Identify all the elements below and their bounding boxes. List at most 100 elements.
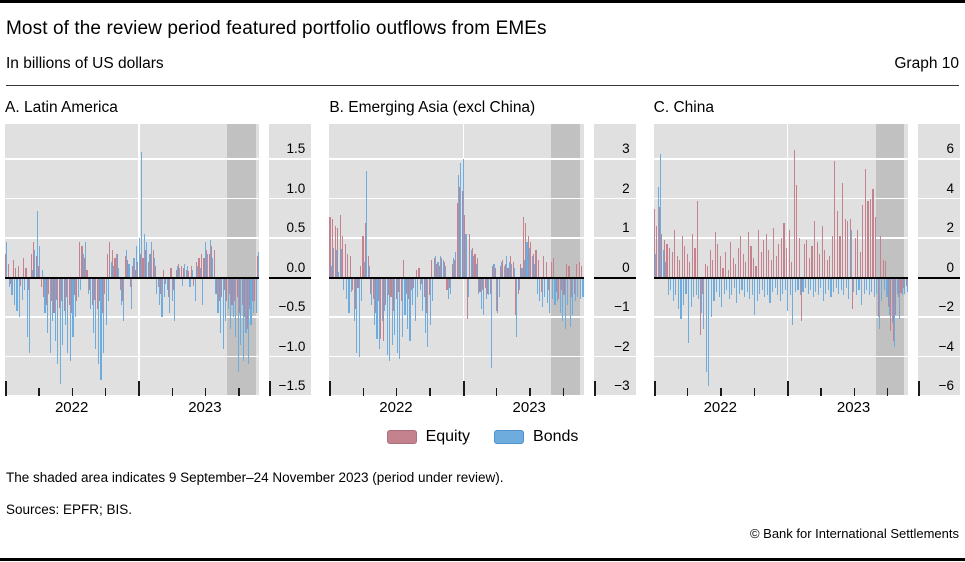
bar-equity (750, 246, 752, 278)
y-tick-label: 1 (622, 220, 630, 236)
bar-bonds (214, 277, 216, 294)
bar-equity (758, 230, 760, 278)
bar-bonds (838, 277, 840, 294)
bar-equity (548, 277, 550, 290)
bar-bonds (700, 277, 702, 314)
bar-bonds (564, 277, 566, 329)
bar-bonds (253, 277, 255, 314)
bar-equity (709, 250, 711, 278)
bar-equity (522, 216, 524, 278)
x-axis-major-tick (653, 381, 656, 396)
bar-bonds (886, 277, 888, 298)
x-year-label: 2023 (512, 399, 546, 416)
x-axis-minor-tick (562, 388, 565, 396)
graph-number-label: Graph 10 (894, 55, 959, 72)
bar-equity (707, 265, 709, 278)
bar-bonds (518, 277, 520, 290)
bar-equity (684, 246, 686, 278)
legend-label: Equity (425, 428, 471, 445)
bar-bonds (87, 277, 89, 294)
bar-bonds (896, 277, 898, 294)
bar-equity (530, 242, 532, 278)
bar-equity (806, 240, 808, 278)
x-axis-minor-tick (204, 388, 207, 396)
bar-bonds (440, 256, 442, 278)
bar-bonds (483, 277, 485, 316)
bar-equity (63, 277, 65, 311)
bar-bonds (361, 277, 363, 302)
bar-bonds (876, 277, 878, 294)
x-year-label: 2023 (188, 399, 222, 416)
bar-bonds (855, 277, 857, 296)
zero-line (593, 276, 636, 279)
bar-bonds (521, 267, 523, 278)
bar-bonds (100, 277, 102, 381)
bar-equity (512, 261, 514, 278)
legend: Equity Bonds (0, 427, 965, 447)
bar-equity (839, 236, 841, 278)
shaded-area-footnote: The shaded area indicates 9 September–24… (6, 470, 504, 485)
bar-bonds (434, 256, 437, 278)
bar-equity (844, 218, 846, 278)
bar-bonds (868, 277, 870, 296)
bar-bonds (480, 277, 482, 310)
bar-bonds (503, 265, 505, 278)
bar-equity (568, 265, 570, 278)
bar-bonds (891, 277, 893, 324)
bar-bonds (812, 277, 814, 298)
bar-equity (124, 255, 126, 278)
bar-equity (484, 277, 486, 288)
bar-bonds (733, 277, 735, 288)
bar-bonds (516, 277, 518, 337)
y-tick-label: 2 (622, 180, 630, 196)
bar-bonds (899, 277, 901, 320)
bar-bonds (710, 277, 713, 318)
bar-equity (127, 260, 129, 278)
bar-equity (905, 277, 907, 286)
bar-equity (819, 254, 821, 278)
bar-bonds (860, 277, 863, 306)
x-axis-minor-tick (395, 388, 398, 396)
x-axis-labels: 2022 2023 (5, 396, 259, 418)
bar-bonds (665, 261, 667, 278)
bar-bonds (184, 263, 186, 278)
gridline (593, 158, 636, 160)
gridline (329, 316, 584, 318)
bar-bonds (120, 277, 122, 306)
bar-bonds (406, 277, 409, 329)
x-axis-minor-tick (686, 388, 689, 396)
y-tick-label: 0.0 (286, 259, 306, 275)
bar-bonds (554, 277, 556, 306)
bar-bonds (853, 277, 855, 292)
bar-equity (895, 277, 897, 316)
bar-bonds (158, 277, 161, 306)
bar-equity (380, 277, 382, 339)
zero-line (917, 276, 960, 279)
y-tick-label: 3 (622, 141, 630, 157)
bar-equity (144, 250, 147, 278)
bar-equity (852, 277, 854, 310)
bar-bonds (255, 277, 257, 314)
bar-equity (479, 277, 481, 292)
bar-bonds (485, 277, 487, 300)
bar-equity (730, 242, 732, 278)
bar-equity (696, 200, 699, 278)
bar-equity (180, 265, 182, 278)
year-gridline (786, 124, 789, 396)
bar-equity (375, 277, 377, 314)
bar-equity (134, 269, 136, 278)
bar-equity (344, 244, 346, 278)
gridline (5, 197, 260, 200)
gridline (593, 237, 636, 239)
bar-bonds (455, 252, 457, 278)
bar-bonds (47, 277, 49, 333)
bar-equity (658, 206, 660, 278)
bar-equity (765, 234, 767, 278)
review-period-shade (227, 124, 256, 396)
bar-bonds (31, 269, 33, 278)
y-tick-label: 0 (622, 259, 630, 275)
bar-bonds (705, 277, 707, 373)
bar-bonds (128, 263, 130, 278)
bar-equity (228, 277, 231, 294)
bar-equity (152, 250, 154, 278)
